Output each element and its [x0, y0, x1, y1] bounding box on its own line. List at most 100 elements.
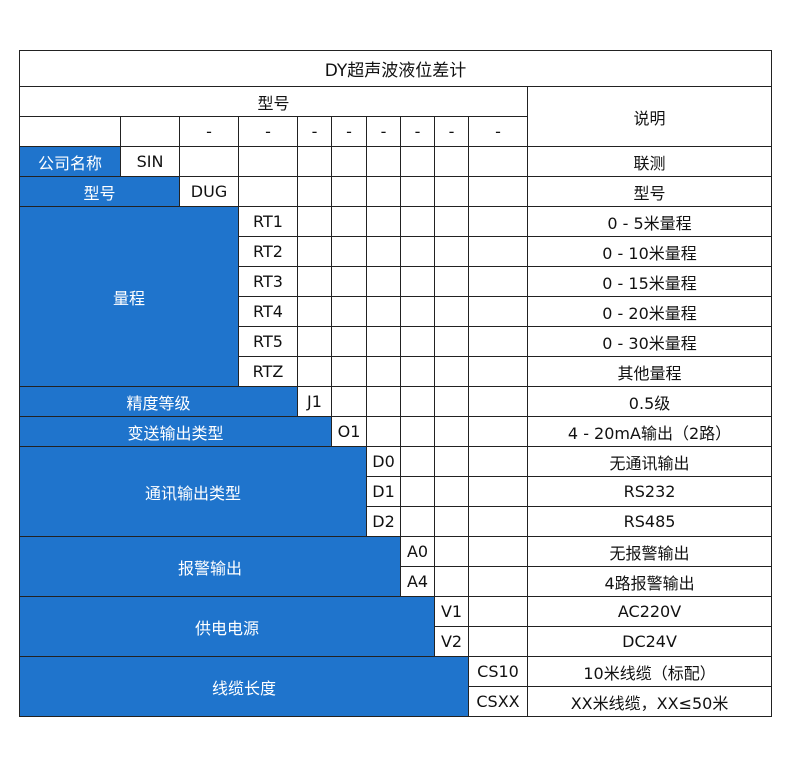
empty-cell	[400, 326, 435, 357]
empty-cell	[468, 326, 528, 357]
empty-cell	[468, 596, 528, 627]
empty-cell	[400, 146, 435, 177]
empty-cell	[366, 146, 401, 177]
table-row: 量程 RT1 0 - 5米量程	[19, 206, 773, 387]
code-cell: A4	[400, 566, 435, 597]
empty-cell	[400, 476, 435, 507]
empty-cell	[434, 296, 469, 327]
table-row: D2 RS485	[20, 506, 773, 537]
table-row: RT4 0 - 20米量程	[20, 296, 773, 327]
empty-cell	[331, 356, 367, 387]
empty-cell	[434, 386, 469, 417]
empty-cell	[400, 176, 435, 207]
dash-cell: -	[179, 116, 239, 147]
empty-cell	[366, 356, 401, 387]
code-cell: D0	[366, 446, 401, 477]
group-label: 量程	[19, 206, 239, 387]
table-row: 报警输出 A0 无报警输出	[19, 536, 773, 597]
group-label: 公司名称	[19, 146, 121, 177]
code-cell: CSXX	[468, 686, 528, 717]
empty-cell	[434, 266, 469, 297]
empty-cell	[331, 236, 367, 267]
empty-cell	[468, 626, 528, 657]
description-cell: DC24V	[526, 626, 773, 657]
table-row: 供电电源 V1 AC220V	[19, 596, 773, 657]
description-cell: RS232	[526, 476, 773, 507]
code-cell: D1	[366, 476, 401, 507]
empty-cell	[366, 266, 401, 297]
empty-cell	[400, 236, 435, 267]
empty-cell	[400, 266, 435, 297]
empty-cell	[297, 176, 332, 207]
table-row: RTZ 其他量程	[20, 356, 773, 387]
table-row: 通讯输出类型 D0 无通讯输出	[19, 446, 773, 537]
empty-cell	[400, 446, 435, 477]
empty-cell	[366, 386, 401, 417]
empty-cell	[297, 206, 332, 237]
empty-cell	[297, 266, 332, 297]
empty-cell	[468, 566, 528, 597]
empty-cell	[468, 536, 528, 567]
description-cell: 无报警输出	[526, 536, 773, 567]
code-cell: RT5	[238, 326, 298, 357]
empty-cell	[331, 296, 367, 327]
group-label: 线缆长度	[19, 656, 469, 717]
table-title: DY超声波液位差计	[18, 50, 773, 87]
empty-cell	[434, 476, 469, 507]
code-cell: O1	[331, 416, 367, 447]
empty-cell	[400, 506, 435, 537]
empty-cell	[331, 176, 367, 207]
dash-cell: -	[400, 116, 435, 147]
empty-cell	[434, 236, 469, 267]
empty-cell	[468, 266, 528, 297]
code-cell: RT2	[238, 236, 298, 267]
empty-cell	[331, 146, 367, 177]
description-cell: 0 - 15米量程	[526, 266, 773, 297]
empty-cell	[434, 326, 469, 357]
code-cell: DUG	[179, 176, 239, 207]
description-cell: 0.5级	[526, 386, 773, 417]
dash-cell	[120, 116, 180, 147]
description-cell: 无通讯输出	[526, 446, 773, 477]
description-cell: 0 - 10米量程	[526, 236, 773, 267]
code-cell: RTZ	[238, 356, 298, 387]
empty-cell	[434, 506, 469, 537]
empty-cell	[331, 266, 367, 297]
code-cell: RT4	[238, 296, 298, 327]
dash-cell	[19, 116, 121, 147]
empty-cell	[468, 296, 528, 327]
empty-cell	[468, 446, 528, 477]
code-cell: D2	[366, 506, 401, 537]
description-cell: 其他量程	[526, 356, 773, 387]
dash-cell: -	[297, 116, 332, 147]
empty-cell	[400, 296, 435, 327]
description-cell: 联测	[526, 146, 773, 177]
dash-cell: -	[331, 116, 367, 147]
empty-cell	[434, 146, 469, 177]
description-cell: XX米线缆，XX≤50米	[526, 686, 773, 717]
empty-cell	[179, 146, 239, 177]
empty-cell	[331, 326, 367, 357]
table-row: RT5 0 - 30米量程	[20, 326, 773, 357]
description-cell: RS485	[526, 506, 773, 537]
empty-cell	[366, 326, 401, 357]
dash-cell: -	[468, 116, 528, 147]
table-row: 变送输出类型 O1 4 - 20mA输出（2路）	[19, 416, 773, 447]
code-cell: V1	[434, 596, 469, 627]
table-row: RT2 0 - 10米量程	[20, 236, 773, 267]
empty-cell	[400, 206, 435, 237]
description-cell: 型号	[526, 176, 773, 207]
code-cell: CS10	[468, 656, 528, 687]
group-label: 供电电源	[19, 596, 435, 657]
table-row: 精度等级 J1 0.5级	[19, 386, 773, 417]
group-label: 报警输出	[19, 536, 401, 597]
empty-cell	[297, 146, 332, 177]
dash-cell: -	[366, 116, 401, 147]
table-row: CSXX XX米线缆，XX≤50米	[20, 686, 773, 717]
empty-cell	[366, 206, 401, 237]
model-header: 型号	[19, 86, 528, 117]
empty-cell	[366, 176, 401, 207]
empty-cell	[297, 296, 332, 327]
empty-cell	[366, 236, 401, 267]
code-cell: SIN	[120, 146, 180, 177]
